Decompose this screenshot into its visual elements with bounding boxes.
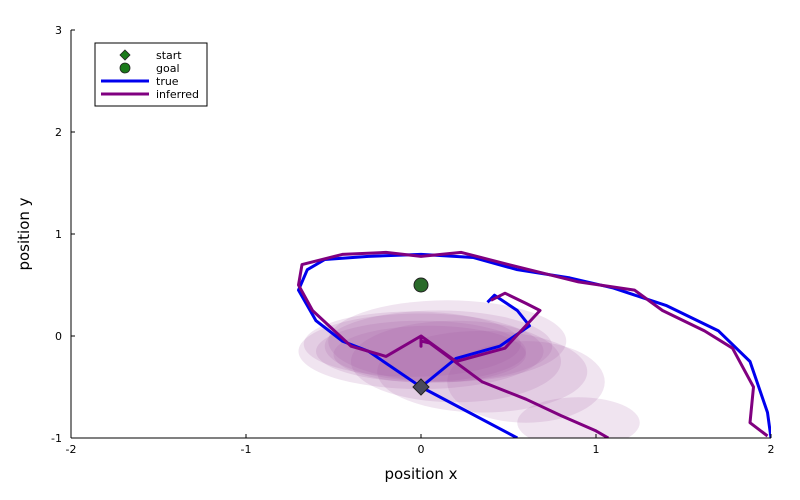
y-axis-label: position y — [15, 197, 33, 270]
legend-swatch-goal — [119, 62, 131, 74]
y-tick-label: 2 — [55, 126, 62, 139]
uncertainty-ellipse-1 — [316, 320, 526, 382]
start-marker — [412, 378, 430, 396]
x-tick-label: 1 — [593, 443, 600, 456]
x-ticks: -2 -1 0 1 2 — [66, 434, 775, 456]
goal-marker — [413, 277, 429, 293]
y-tick-label: -1 — [51, 432, 62, 445]
series-line-true-inner-loop — [420, 293, 531, 389]
marker-layer — [412, 277, 430, 396]
x-axis-label: position x — [384, 465, 457, 483]
legend-label-inferred: inferred — [156, 88, 199, 101]
series-line-inferred-inner-loop — [420, 291, 542, 363]
uncertainty-ellipse-3 — [298, 313, 544, 390]
series-layer — [297, 250, 771, 438]
uncertainty-ellipse-0 — [333, 325, 526, 383]
legend-label-start: start — [156, 49, 182, 62]
y-tick-label: 0 — [55, 330, 62, 343]
legend-label-true: true — [156, 75, 179, 88]
uncertainty-ellipse-6 — [328, 300, 567, 382]
uncertainty-ellipse-2 — [324, 310, 553, 382]
legend-label-goal: goal — [156, 62, 180, 75]
series-line-true — [297, 252, 771, 438]
y-tick-label: 3 — [55, 24, 62, 37]
legend-swatch-start — [119, 49, 131, 61]
x-tick-label: -2 — [66, 443, 77, 456]
uncertainty-ellipse-4 — [303, 311, 521, 377]
y-ticks: -1 0 1 2 3 — [51, 24, 75, 445]
x-tick-label: -1 — [241, 443, 252, 456]
series-line-inferred — [297, 250, 769, 438]
x-tick-label: 2 — [768, 443, 775, 456]
x-tick-label: 0 — [418, 443, 425, 456]
uncertainty-ellipse-8 — [447, 341, 605, 423]
uncertainty-ellipse-9 — [517, 397, 640, 438]
y-tick-label: 1 — [55, 228, 62, 241]
